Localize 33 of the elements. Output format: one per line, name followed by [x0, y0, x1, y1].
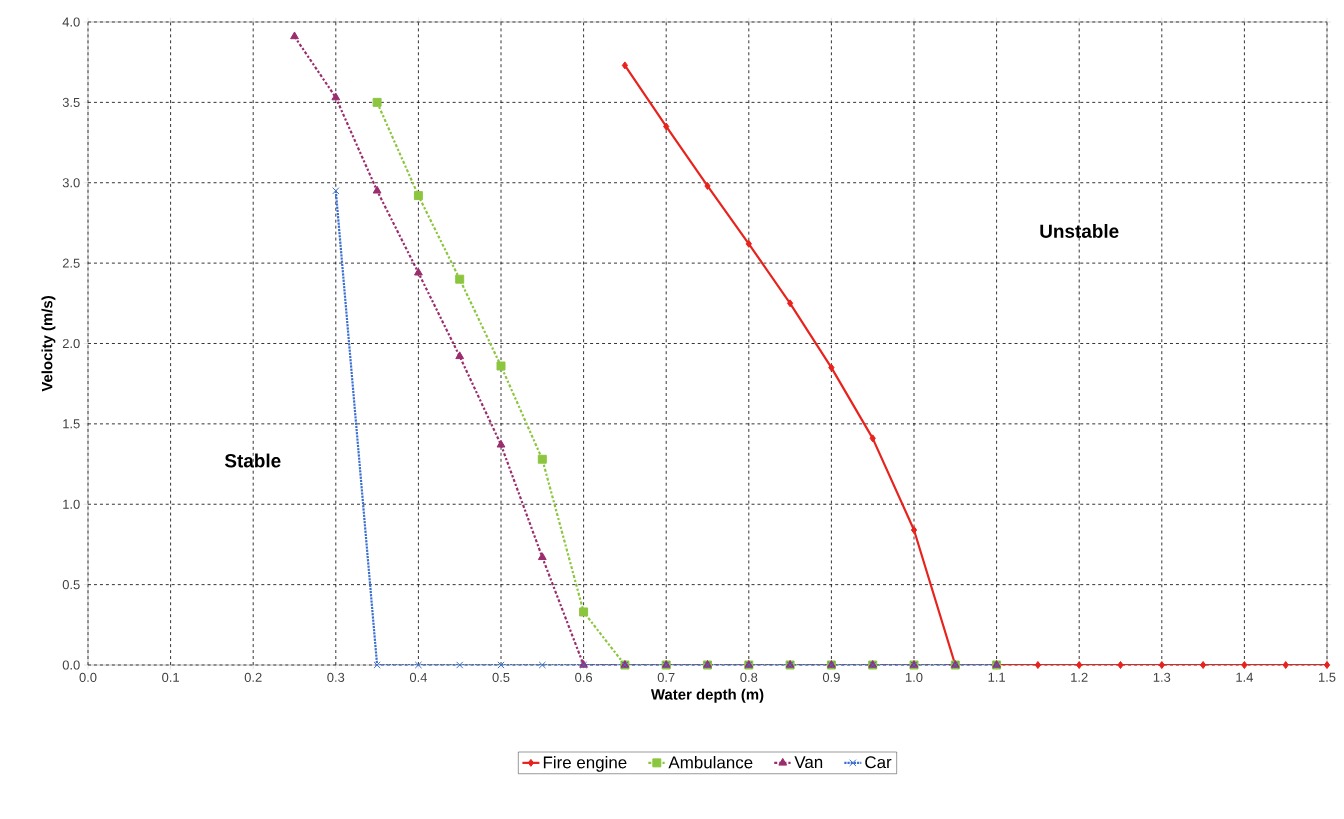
annotation: Stable [224, 453, 281, 468]
x-tick-label: 0.5 [492, 672, 510, 682]
y-tick-label: 2.0 [62, 338, 80, 349]
y-tick-label: 3.5 [62, 97, 80, 107]
x-tick-label: 0.1 [162, 672, 179, 682]
x-tick-label: 0.8 [740, 672, 758, 682]
x-tick-label: 0.2 [244, 672, 262, 682]
x-tick-label: 0.4 [409, 672, 428, 682]
x-tick-label: 0.6 [575, 672, 593, 682]
y-tick-label: 2.5 [62, 258, 80, 268]
y-tick-label: 0.0 [62, 660, 80, 670]
y-tick-label: 4.0 [62, 17, 80, 27]
y-tick-label: 1.5 [63, 419, 80, 429]
y-axis-title: Velocity (m/s) [41, 296, 56, 392]
x-tick-label: 0.7 [657, 672, 675, 682]
annotation: Unstable [1040, 224, 1119, 238]
x-tick-label: 1.5 [1318, 672, 1336, 682]
x-tick-label: 1.2 [1071, 672, 1088, 682]
x-tick-label: 0.3 [327, 672, 345, 682]
y-tick-label: 1.0 [63, 499, 80, 509]
x-tick-label: 1.1 [988, 672, 1005, 682]
x-tick-label: 1.0 [905, 672, 923, 682]
legend-label: Fire engine [543, 755, 627, 772]
x-tick-label: 1.4 [1236, 672, 1254, 682]
legend-label: Ambulance [668, 755, 753, 769]
legend-label: Car [865, 756, 892, 769]
y-tick-label: 3.0 [62, 178, 80, 188]
x-tick-label: 0.0 [79, 672, 97, 682]
x-tick-label: 1.3 [1153, 672, 1171, 682]
legend-label: Van [794, 756, 823, 769]
y-tick-label: 0.5 [62, 580, 80, 590]
x-axis-title: Water depth (m) [650, 688, 764, 703]
x-tick-label: 0.9 [822, 672, 840, 682]
